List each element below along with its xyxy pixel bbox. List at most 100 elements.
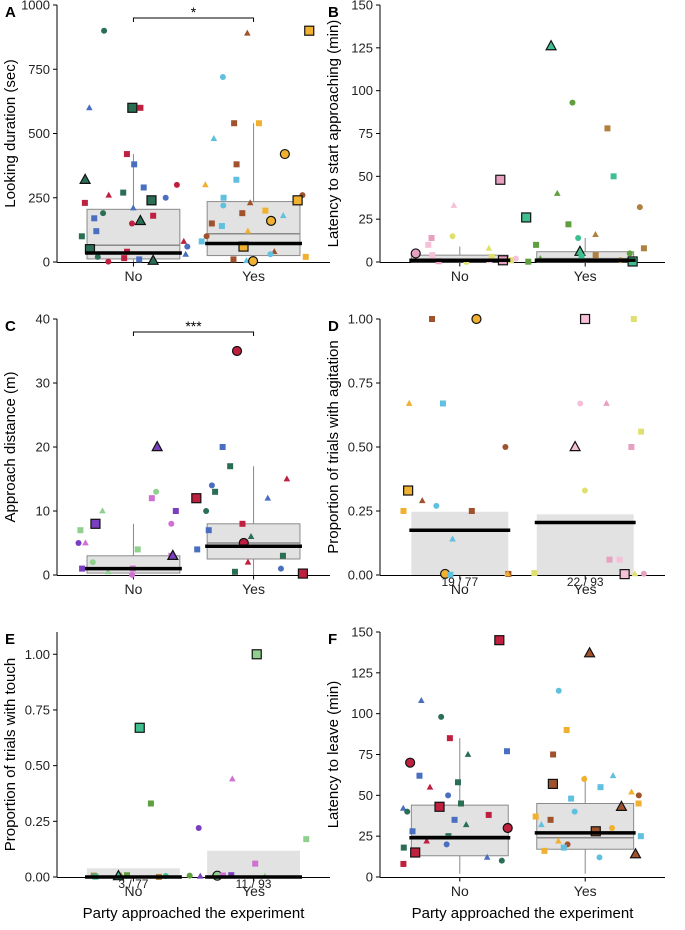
data-point — [173, 181, 180, 188]
data-point — [180, 237, 188, 244]
data-point — [162, 194, 169, 201]
y-tick-label: 250 — [28, 190, 50, 205]
data-point — [219, 73, 226, 80]
y-tick-label: 0.00 — [25, 870, 50, 885]
data-point — [400, 508, 407, 514]
data-point — [137, 104, 144, 111]
data-point — [124, 872, 131, 879]
data-point — [438, 713, 445, 720]
y-tick-label: 750 — [28, 62, 50, 77]
significance-marker: * — [191, 4, 197, 20]
data-point — [640, 245, 647, 252]
data-point — [429, 252, 436, 259]
data-point — [203, 508, 210, 514]
x-tick-label: No — [124, 581, 142, 597]
data-point — [105, 191, 113, 198]
data-point — [451, 816, 458, 823]
data-point — [592, 230, 599, 237]
count-label: 19 / 77 — [441, 575, 478, 589]
panel-F: 0 25 50 75 100 125 150 No Yes F Latency to leave (… — [325, 625, 665, 922]
data-point — [445, 792, 452, 799]
data-point — [606, 556, 613, 563]
data-point — [292, 195, 303, 206]
panel-letter: B — [328, 4, 339, 21]
data-point — [636, 204, 643, 211]
data-point — [279, 212, 287, 219]
data-point — [462, 821, 470, 828]
data-point — [638, 428, 645, 435]
bar — [411, 511, 509, 575]
data-point — [583, 646, 596, 658]
data-point — [531, 570, 538, 577]
panel-E: 0.00 0.25 0.50 0.75 1.00 No Yes E Proportion of … — [2, 631, 330, 922]
y-tick-label: 0 — [366, 255, 373, 270]
data-point — [565, 221, 572, 228]
data-point — [502, 822, 513, 834]
y-tick-label: 0.75 — [25, 702, 50, 717]
data-point — [502, 444, 509, 450]
bar — [536, 514, 634, 575]
data-point — [208, 220, 215, 227]
data-point — [251, 649, 262, 660]
data-point — [629, 847, 642, 859]
data-point — [464, 750, 472, 757]
y-axis-title: Proportion of trials with agitation — [325, 340, 342, 553]
y-tick-label: 125 — [351, 665, 373, 680]
data-point — [230, 256, 237, 263]
data-point — [166, 549, 179, 561]
y-tick-label: 0.25 — [25, 814, 50, 829]
panel-letter: D — [328, 318, 339, 335]
data-point — [563, 727, 570, 733]
y-tick-label: 20 — [36, 440, 50, 455]
data-point — [525, 258, 532, 265]
data-point — [521, 212, 532, 223]
data-point — [212, 488, 219, 495]
data-point — [191, 493, 202, 504]
y-tick-label: 0.25 — [348, 504, 373, 519]
data-point — [439, 400, 446, 407]
data-point — [265, 215, 277, 226]
data-point — [547, 816, 554, 823]
data-point — [129, 204, 137, 211]
data-point — [279, 148, 290, 160]
data-point — [609, 772, 617, 779]
data-point — [488, 253, 495, 260]
x-tick-label: No — [451, 268, 469, 284]
data-point — [560, 844, 567, 851]
data-point — [569, 440, 582, 452]
data-point — [127, 102, 138, 113]
data-point — [218, 223, 225, 230]
y-tick-label: 100 — [351, 83, 373, 98]
data-point — [541, 847, 548, 854]
data-point — [504, 570, 511, 577]
data-point — [77, 527, 84, 534]
y-tick-label: 1.00 — [25, 647, 50, 662]
data-point — [228, 872, 235, 879]
data-point — [172, 508, 179, 514]
data-point — [597, 784, 604, 791]
data-point — [90, 518, 101, 529]
data-point — [244, 227, 252, 234]
data-point — [457, 800, 464, 807]
y-tick-label: 0.75 — [348, 376, 373, 391]
y-tick-label: 75 — [359, 126, 373, 141]
data-point — [104, 568, 112, 575]
y-axis-title: Latency to start approaching (min) — [325, 20, 342, 248]
significance-marker: *** — [185, 318, 202, 334]
data-point — [79, 565, 86, 572]
box — [536, 803, 635, 850]
box — [410, 804, 509, 857]
y-tick-label: 50 — [359, 788, 373, 803]
x-tick-label: Yes — [242, 883, 265, 899]
data-point — [239, 210, 246, 217]
x-tick-label: No — [451, 883, 469, 899]
x-tick-label: Yes — [242, 581, 265, 597]
data-point — [210, 135, 218, 142]
data-point — [120, 189, 127, 196]
data-point — [577, 400, 584, 407]
data-point — [533, 241, 540, 248]
panel-letter: F — [328, 631, 337, 648]
data-point — [150, 212, 157, 219]
data-point — [628, 788, 635, 795]
x-axis-title: Party approached the experiment — [83, 905, 306, 922]
